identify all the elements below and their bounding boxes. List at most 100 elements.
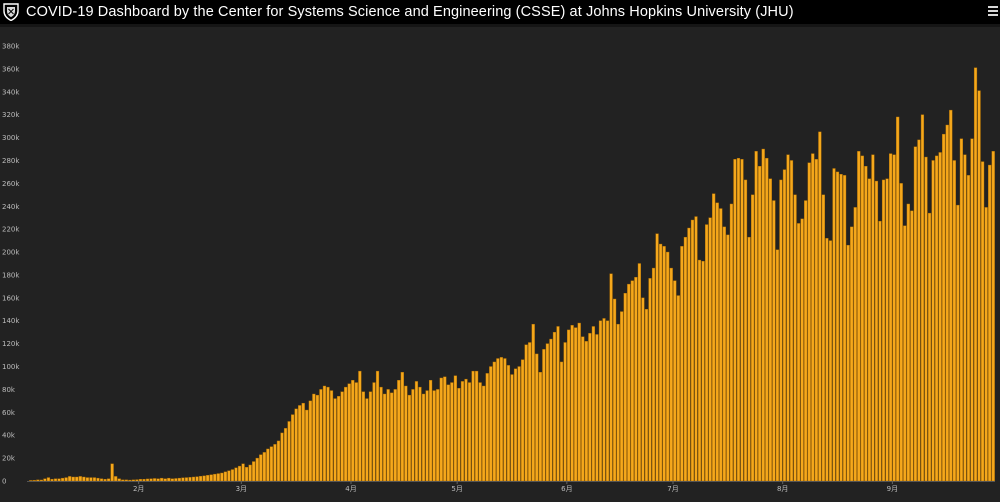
- bar[interactable]: [513, 368, 518, 482]
- bar[interactable]: [255, 457, 259, 482]
- bar[interactable]: [475, 370, 479, 482]
- bar[interactable]: [199, 475, 203, 482]
- bar[interactable]: [701, 261, 705, 482]
- bar[interactable]: [361, 391, 365, 482]
- bar[interactable]: [729, 203, 733, 482]
- bar[interactable]: [542, 349, 546, 482]
- bar[interactable]: [690, 219, 695, 482]
- bar[interactable]: [131, 479, 135, 482]
- bar[interactable]: [220, 472, 224, 482]
- bar[interactable]: [733, 159, 737, 482]
- bar[interactable]: [673, 280, 677, 482]
- bar[interactable]: [818, 131, 822, 482]
- bar[interactable]: [283, 428, 288, 482]
- bar[interactable]: [128, 479, 132, 482]
- bar[interactable]: [705, 224, 709, 482]
- bar[interactable]: [630, 280, 634, 482]
- bar[interactable]: [821, 194, 825, 482]
- bar[interactable]: [881, 179, 886, 482]
- bar[interactable]: [927, 212, 932, 482]
- bar[interactable]: [885, 178, 889, 482]
- bar[interactable]: [581, 336, 585, 482]
- bar[interactable]: [634, 277, 638, 482]
- bar[interactable]: [351, 380, 355, 482]
- bar[interactable]: [329, 390, 334, 482]
- bar[interactable]: [896, 116, 900, 482]
- bar[interactable]: [864, 165, 868, 482]
- bar[interactable]: [397, 380, 401, 482]
- bar[interactable]: [135, 479, 139, 482]
- bar[interactable]: [121, 479, 125, 482]
- bar[interactable]: [853, 207, 857, 482]
- bar[interactable]: [322, 385, 327, 482]
- bar[interactable]: [301, 402, 305, 482]
- bar[interactable]: [227, 470, 231, 482]
- bar[interactable]: [906, 203, 910, 482]
- bar[interactable]: [743, 179, 748, 482]
- bar[interactable]: [959, 138, 963, 482]
- bar[interactable]: [666, 251, 670, 482]
- bar[interactable]: [751, 194, 755, 482]
- bar[interactable]: [768, 178, 772, 482]
- bar[interactable]: [273, 444, 277, 482]
- bar[interactable]: [669, 267, 673, 482]
- bar[interactable]: [563, 342, 567, 482]
- bar[interactable]: [517, 366, 521, 482]
- bar[interactable]: [620, 311, 624, 482]
- bar[interactable]: [758, 165, 762, 482]
- bar[interactable]: [485, 373, 489, 482]
- bar[interactable]: [552, 331, 557, 482]
- bar[interactable]: [191, 476, 196, 482]
- bar[interactable]: [252, 461, 256, 482]
- bar[interactable]: [782, 169, 787, 482]
- bar[interactable]: [61, 477, 65, 482]
- bar[interactable]: [145, 478, 150, 482]
- bar[interactable]: [846, 244, 850, 482]
- bar[interactable]: [899, 183, 903, 482]
- bar[interactable]: [319, 389, 323, 482]
- bar[interactable]: [36, 479, 40, 482]
- bar[interactable]: [206, 475, 210, 482]
- bar[interactable]: [460, 381, 465, 482]
- bar[interactable]: [418, 386, 422, 482]
- bar[interactable]: [372, 382, 376, 482]
- bar[interactable]: [248, 464, 252, 482]
- bar[interactable]: [549, 338, 553, 482]
- bar[interactable]: [64, 477, 68, 482]
- bar[interactable]: [407, 394, 411, 482]
- bar[interactable]: [637, 263, 641, 482]
- bar[interactable]: [453, 375, 457, 482]
- bar[interactable]: [259, 454, 263, 482]
- bar[interactable]: [814, 159, 818, 482]
- bar[interactable]: [103, 479, 107, 482]
- bar[interactable]: [110, 463, 114, 482]
- bar[interactable]: [602, 318, 606, 482]
- bar[interactable]: [832, 168, 836, 482]
- bar[interactable]: [266, 448, 270, 482]
- bar[interactable]: [577, 322, 581, 482]
- bar[interactable]: [800, 218, 804, 482]
- bar[interactable]: [429, 380, 433, 482]
- bar[interactable]: [708, 217, 712, 482]
- bar[interactable]: [291, 414, 295, 482]
- bar[interactable]: [57, 478, 61, 482]
- bar[interactable]: [287, 421, 291, 482]
- bar[interactable]: [138, 479, 143, 482]
- bar[interactable]: [857, 151, 861, 482]
- bar[interactable]: [32, 480, 36, 482]
- bar[interactable]: [970, 138, 974, 482]
- bar[interactable]: [761, 148, 765, 482]
- bar[interactable]: [506, 365, 511, 482]
- bar[interactable]: [436, 389, 440, 482]
- bar[interactable]: [942, 133, 946, 482]
- bar[interactable]: [181, 477, 185, 482]
- bar[interactable]: [609, 273, 613, 482]
- bar[interactable]: [280, 432, 284, 482]
- bar[interactable]: [482, 385, 486, 482]
- bar[interactable]: [797, 223, 801, 482]
- bar[interactable]: [312, 393, 316, 482]
- bar[interactable]: [340, 391, 344, 482]
- bar[interactable]: [938, 152, 942, 482]
- bar[interactable]: [202, 475, 206, 482]
- bar[interactable]: [740, 159, 744, 482]
